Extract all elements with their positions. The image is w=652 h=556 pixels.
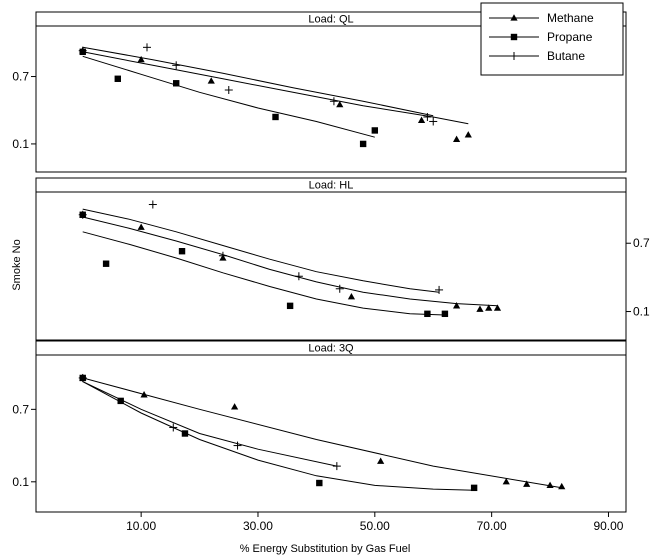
panel-1-propane-point-2 <box>172 80 180 87</box>
panel-1-ytick-label-1: 0.7 <box>12 70 29 84</box>
panel-1-ytick-label-0: 0.1 <box>12 137 29 151</box>
x-axis: 10.00 30.00 50.00 70.00 90.00 <box>126 512 624 533</box>
panel-2-butane-point-5 <box>435 285 444 294</box>
panel-2-propane-point-2 <box>178 248 186 255</box>
panel-2-methane-point-1 <box>137 223 145 230</box>
panel-1-fit-methane <box>82 51 469 125</box>
legend-label-propane: Propane <box>547 30 593 44</box>
panel-1-methane-point-3 <box>336 100 344 108</box>
panel-3-methane-point-2 <box>231 403 239 410</box>
legend-marker-propane <box>510 33 518 41</box>
panel-3-methane-point-3 <box>377 457 385 464</box>
panel-2-methane-point-6 <box>485 304 493 311</box>
panel-2: Load: HL 0.1 0.7 <box>35 177 650 341</box>
panel-2-ytick-label-1: 0.7 <box>633 236 650 250</box>
panel-2-butane-point-0 <box>78 210 87 219</box>
legend-box <box>480 2 624 76</box>
x-tick-label-3: 70.00 <box>477 519 507 533</box>
panel-1-propane-point-1 <box>114 75 121 82</box>
panel-2-methane-point-4 <box>452 302 461 309</box>
panel-1-frame <box>35 11 627 173</box>
panels-group: Load: QL 0.1 0.7 Load: HL 0.1 0.7 Load: 3Q 0.1 0… <box>12 11 650 533</box>
panel-3-propane-point-2 <box>181 430 189 437</box>
panel-1-butane-point-0 <box>78 46 87 55</box>
panel-3-propane-point-1 <box>117 397 124 405</box>
panel-3-ytick-label-0: 0.1 <box>12 475 29 489</box>
panel-3-title: Load: 3Q <box>308 343 354 355</box>
panel-1-butane-point-5 <box>423 112 432 121</box>
x-tick-label-2: 50.00 <box>360 519 390 533</box>
panel-1-methane-point-1 <box>137 55 145 63</box>
panel-3-fit-propane <box>82 381 475 491</box>
panel-3-methane-point-7 <box>558 482 566 490</box>
panel-2-butane-point-2 <box>218 251 227 260</box>
panel-2-fit-butane <box>82 208 440 293</box>
panel-1-butane-point-2 <box>172 61 181 70</box>
panel-1-methane-point-6 <box>464 131 472 138</box>
panel-2-fit-methane <box>82 216 498 307</box>
y-axis-label: Smoke No <box>11 239 23 290</box>
panel-1-propane-point-4 <box>359 140 367 148</box>
panel-1-butane-point-6 <box>429 117 438 126</box>
legend-marker-methane <box>510 14 518 21</box>
panel-3-fit-butane <box>82 381 337 467</box>
panel-3-butane-point-0 <box>78 373 87 382</box>
x-tick-label-1: 30.00 <box>243 519 273 533</box>
panel-1-propane-point-5 <box>371 127 379 134</box>
panel-2-butane-point-4 <box>335 284 344 293</box>
panel-2-propane-point-1 <box>102 260 110 267</box>
panel-3-propane-point-3 <box>316 479 323 487</box>
panel-2-butane-point-1 <box>148 200 157 209</box>
panel-3: Load: 3Q 0.1 0.7 <box>12 340 627 513</box>
panel-3-methane-point-6 <box>546 481 554 489</box>
panel-1-fit-butane <box>82 46 434 117</box>
panel-1-propane-point-3 <box>272 113 279 121</box>
legend: Methane Propane Butane <box>480 2 624 76</box>
panel-1-butane-point-1 <box>142 43 151 52</box>
panel-3-ytick-label-1: 0.7 <box>12 402 29 416</box>
panel-2-methane-point-5 <box>476 305 484 312</box>
panel-3-propane-point-4 <box>470 484 478 492</box>
panel-2-methane-point-7 <box>493 304 502 311</box>
panel-2-frame <box>35 177 627 341</box>
panel-2-fit-propane <box>82 231 445 316</box>
panel-1-methane-point-2 <box>207 77 215 84</box>
panel-3-butane-point-1 <box>169 423 178 432</box>
panel-3-methane-point-5 <box>523 480 531 487</box>
panel-2-butane-point-3 <box>294 272 303 281</box>
panel-3-methane-point-1 <box>140 391 148 398</box>
panel-1-title: Load: QL <box>308 14 353 26</box>
panel-1-butane-point-3 <box>224 86 233 95</box>
panel-1-methane-point-4 <box>417 116 426 123</box>
legend-label-butane: Butane <box>547 49 585 63</box>
panel-3-fit-methane <box>82 377 562 489</box>
panel-2-methane-point-3 <box>347 292 356 300</box>
legend-label-methane: Methane <box>547 11 594 25</box>
panel-1-methane-point-5 <box>452 135 461 143</box>
x-axis-label: % Energy Substitution by Gas Fuel <box>240 543 411 555</box>
x-tick-label-0: 10.00 <box>126 519 156 533</box>
panel-3-frame <box>35 340 627 513</box>
panel-2-propane-point-4 <box>424 310 431 318</box>
panel-2-propane-point-3 <box>286 302 294 310</box>
legend-marker-butane <box>510 52 518 60</box>
panel-1-fit-propane <box>82 55 375 138</box>
panel-3-butane-point-3 <box>332 462 341 471</box>
panel-3-methane-point-4 <box>502 478 510 485</box>
panel-2-propane-point-5 <box>441 310 449 318</box>
panel-2-ytick-label-0: 0.1 <box>633 305 650 319</box>
panel-2-title: Load: HL <box>309 180 354 192</box>
panel-3-butane-point-2 <box>233 441 242 450</box>
panel-1-butane-point-4 <box>329 97 338 106</box>
x-tick-label-4: 90.00 <box>593 519 623 533</box>
